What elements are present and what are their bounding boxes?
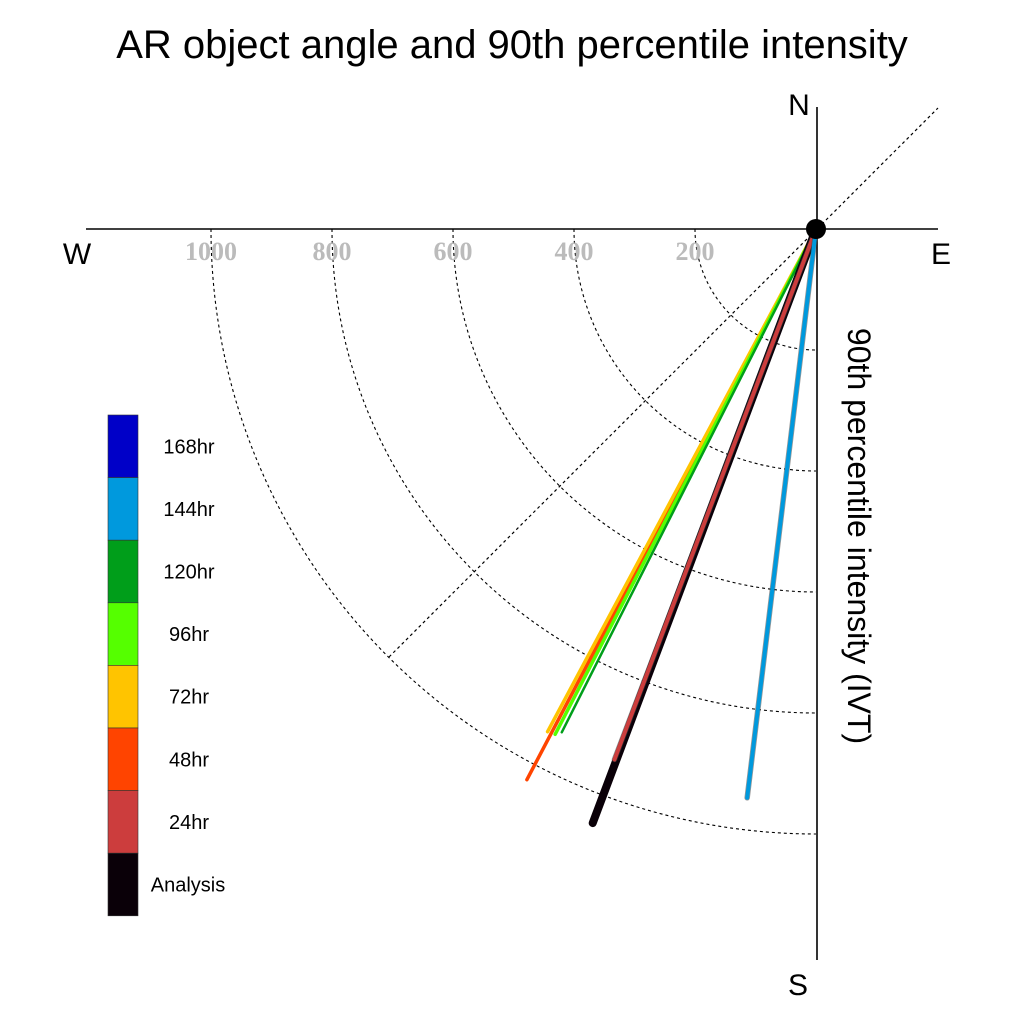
ring-label-400: 400	[555, 237, 594, 266]
vector-24hr	[612, 227, 818, 762]
legend-swatch-96hr	[107, 602, 139, 666]
south-label: S	[788, 969, 808, 1002]
ring-label-600: 600	[434, 237, 473, 266]
legend-swatch-144hr	[107, 477, 139, 541]
ring-600	[452, 228, 817, 593]
ring-labels: 200 400 600 800 1000	[185, 237, 715, 266]
legend-label-96hr: 96hr	[169, 624, 209, 646]
vector-layer	[525, 225, 820, 828]
vector-120hr	[560, 227, 818, 734]
west-label: W	[63, 238, 92, 271]
legend-label-168hr: 168hr	[163, 436, 214, 458]
y-axis-label: 90th percentile intensity (IVT)	[841, 328, 877, 744]
legend-swatch-72hr	[107, 665, 139, 729]
ring-400	[573, 228, 817, 472]
legend-label-72hr: 72hr	[169, 687, 209, 709]
east-label: E	[931, 238, 951, 271]
ring-1000	[210, 228, 817, 835]
ring-label-800: 800	[313, 237, 352, 266]
legend-swatch-24hr	[107, 790, 139, 854]
ring-label-1000: 1000	[185, 237, 237, 266]
legend-label-Analysis: Analysis	[151, 875, 225, 897]
chart-title: AR object angle and 90th percentile inte…	[116, 23, 908, 67]
legend-label-24hr: 24hr	[169, 812, 209, 834]
ring-200	[694, 228, 817, 351]
legend-label-120hr: 120hr	[163, 562, 214, 584]
legend-label-144hr: 144hr	[163, 499, 214, 521]
legend: 168hr 144hr 120hr 96hr 72hr 48hr 24hr Analysis	[107, 414, 225, 917]
legend-label-48hr: 48hr	[169, 749, 209, 771]
legend-swatch-Analysis	[107, 852, 139, 917]
legend-swatch-48hr	[107, 727, 139, 791]
legend-swatch-120hr	[107, 539, 139, 604]
ring-800	[331, 228, 817, 714]
ring-grid	[210, 228, 817, 835]
ring-label-200: 200	[676, 237, 715, 266]
legend-swatch-168hr	[107, 414, 139, 478]
vector-144hr	[745, 227, 818, 800]
origin-marker	[806, 219, 826, 239]
north-label: N	[788, 89, 810, 122]
